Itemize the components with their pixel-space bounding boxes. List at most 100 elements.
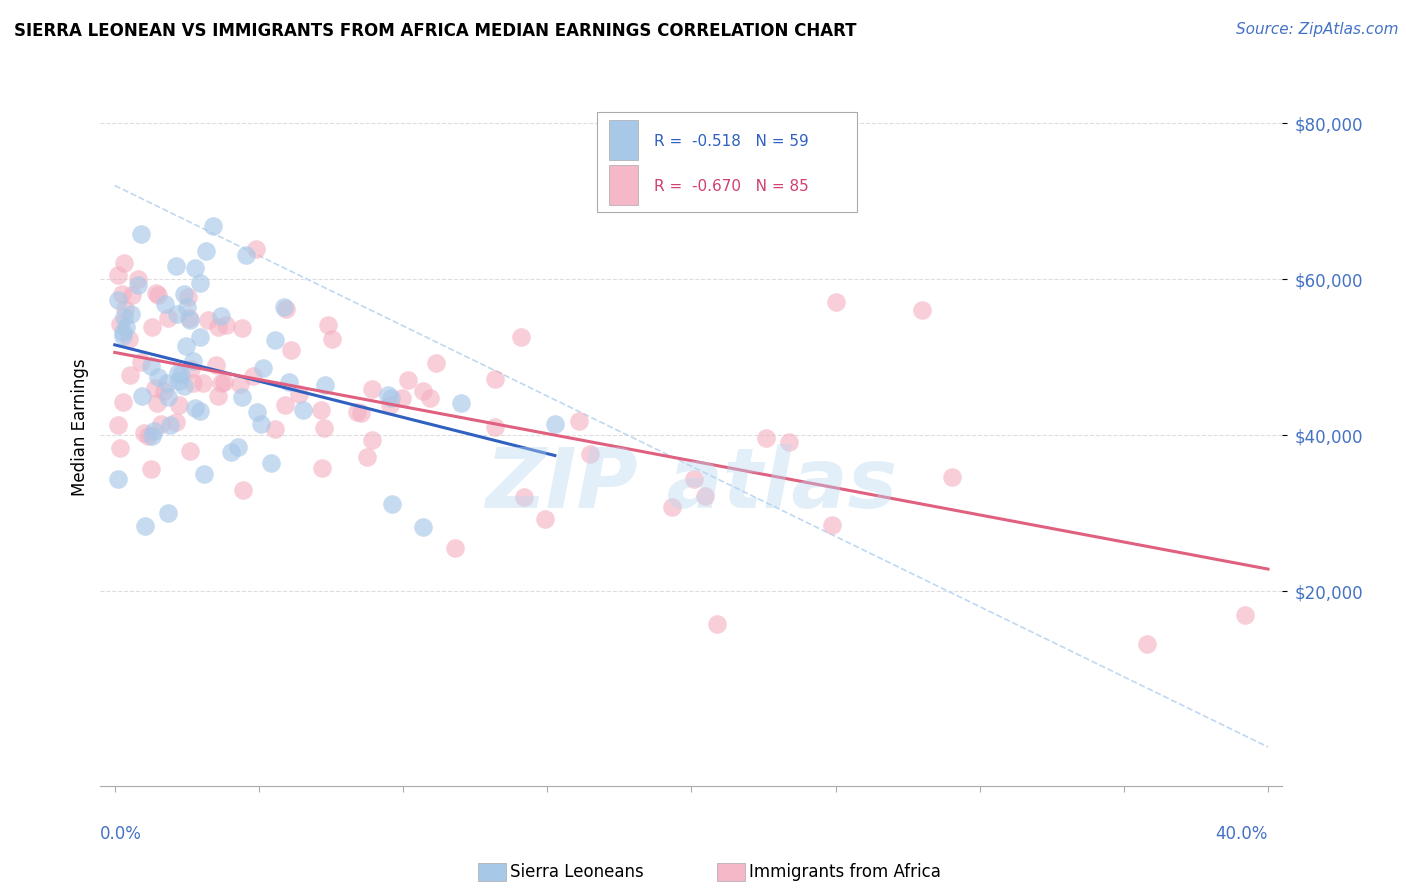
Point	[129, 355, 152, 369]
Point	[146, 287, 169, 301]
Point	[350, 406, 373, 420]
Text: SIERRA LEONEAN VS IMMIGRANTS FROM AFRICA MEDIAN EARNINGS CORRELATION CHART: SIERRA LEONEAN VS IMMIGRANTS FROM AFRICA…	[14, 22, 856, 40]
Point	[129, 227, 152, 242]
Point	[148, 369, 170, 384]
Point	[321, 332, 343, 346]
Text: R =  -0.670   N = 85: R = -0.670 N = 85	[654, 179, 808, 194]
Point	[112, 310, 135, 325]
Point	[309, 403, 332, 417]
Point	[141, 429, 163, 443]
Point	[157, 390, 180, 404]
Point	[263, 333, 285, 347]
Point	[177, 290, 200, 304]
Point	[534, 512, 557, 526]
Point	[314, 378, 336, 392]
Point	[112, 329, 135, 343]
Point	[378, 398, 401, 412]
Text: ZIP atlas: ZIP atlas	[485, 444, 897, 525]
Point	[143, 424, 166, 438]
Point	[183, 401, 205, 415]
Point	[246, 405, 269, 419]
Point	[191, 376, 214, 390]
Point	[170, 367, 193, 381]
Point	[316, 318, 339, 332]
Point	[1136, 636, 1159, 650]
Point	[273, 300, 295, 314]
Point	[167, 366, 190, 380]
Point	[136, 428, 159, 442]
Point	[157, 311, 180, 326]
Point	[111, 325, 134, 339]
Y-axis label: Median Earnings: Median Earnings	[72, 359, 89, 496]
Point	[682, 472, 704, 486]
Text: Immigrants from Africa: Immigrants from Africa	[749, 863, 941, 881]
Point	[118, 368, 141, 383]
Text: 0.0%: 0.0%	[100, 825, 142, 843]
Point	[280, 343, 302, 357]
Point	[484, 420, 506, 434]
Point	[179, 443, 201, 458]
Point	[242, 368, 264, 383]
Point	[273, 398, 295, 412]
Point	[149, 417, 172, 432]
Point	[166, 307, 188, 321]
Point	[167, 398, 190, 412]
Point	[346, 404, 368, 418]
Point	[146, 396, 169, 410]
Point	[252, 361, 274, 376]
Point	[112, 256, 135, 270]
Point	[165, 415, 187, 429]
Point	[215, 318, 238, 333]
Point	[412, 520, 434, 534]
Point	[235, 248, 257, 262]
Point	[207, 319, 229, 334]
Text: 40.0%: 40.0%	[1216, 825, 1268, 843]
Point	[361, 382, 384, 396]
Point	[159, 417, 181, 432]
Point	[450, 396, 472, 410]
Point	[112, 395, 135, 409]
Point	[107, 417, 129, 432]
Point	[381, 498, 404, 512]
Point	[141, 320, 163, 334]
Point	[139, 359, 162, 374]
Point	[173, 287, 195, 301]
Point	[209, 376, 232, 390]
Point	[778, 434, 800, 449]
Point	[201, 219, 224, 233]
Point	[179, 313, 201, 327]
Point	[156, 376, 179, 390]
Point	[821, 517, 844, 532]
Point	[188, 276, 211, 290]
Point	[219, 445, 242, 459]
Point	[312, 420, 335, 434]
Point	[190, 403, 212, 417]
Point	[425, 356, 447, 370]
Point	[179, 311, 201, 326]
Point	[167, 374, 190, 388]
Point	[118, 332, 141, 346]
Point	[145, 285, 167, 300]
Point	[228, 377, 250, 392]
Point	[108, 317, 131, 331]
Point	[195, 244, 218, 258]
Point	[356, 450, 378, 465]
Point	[288, 387, 311, 401]
Point	[127, 272, 149, 286]
Point	[121, 288, 143, 302]
Point	[214, 375, 236, 389]
Point	[311, 461, 333, 475]
Point	[107, 293, 129, 308]
Point	[380, 392, 402, 406]
Point	[207, 389, 229, 403]
Point	[184, 260, 207, 275]
Point	[755, 431, 778, 445]
Point	[278, 376, 301, 390]
Point	[181, 376, 204, 391]
Point	[706, 617, 728, 632]
Point	[181, 354, 204, 368]
Point	[513, 490, 536, 504]
Point	[361, 434, 384, 448]
FancyBboxPatch shape	[596, 112, 856, 212]
Point	[291, 402, 314, 417]
